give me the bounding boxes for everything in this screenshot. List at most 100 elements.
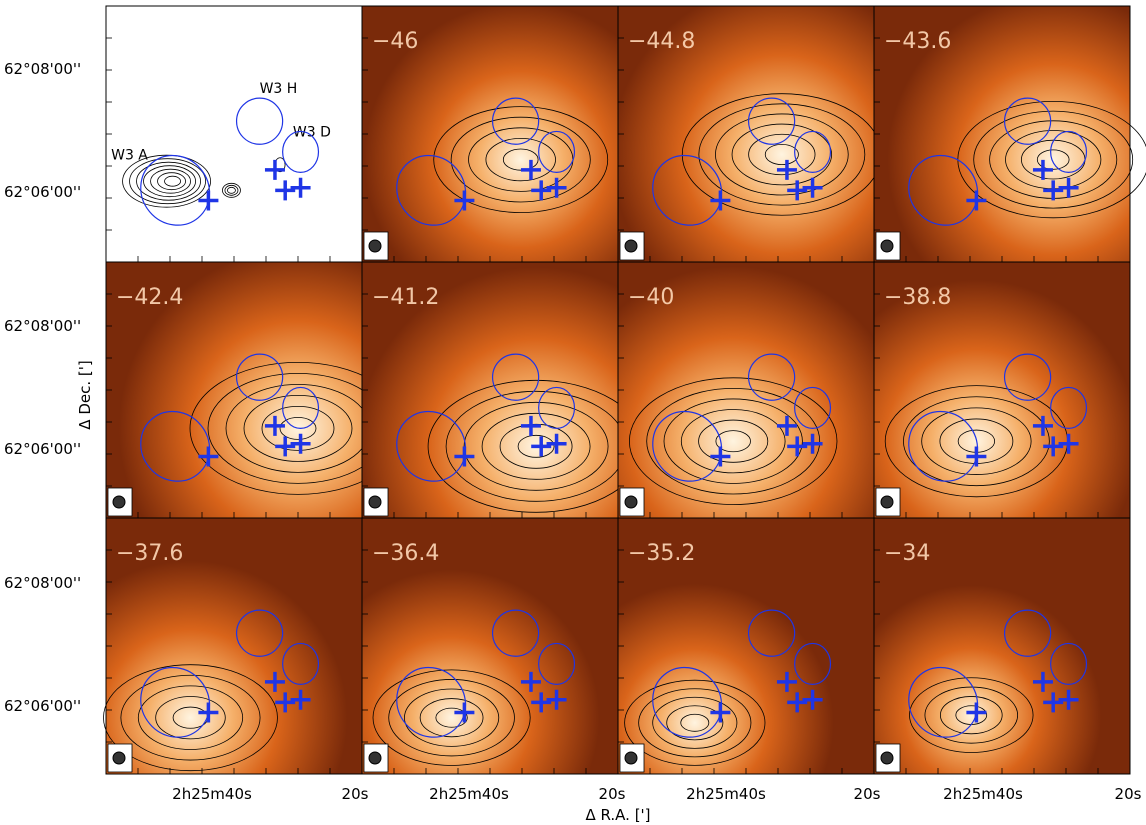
source-marker	[531, 180, 552, 201]
contour-line	[624, 679, 766, 766]
source-marker	[454, 190, 475, 211]
contour-line	[224, 184, 239, 196]
region-ellipse	[396, 666, 467, 738]
contour-line	[157, 172, 186, 191]
region-ellipse	[140, 410, 211, 482]
channel-panel: −37.6	[103, 517, 363, 775]
x-tick-label: 2h25m40s	[943, 785, 1023, 803]
x-tick-label: 2h25m40s	[172, 785, 252, 803]
y-axis-title: Δ Dec. [']	[76, 360, 94, 429]
region-ellipse	[538, 130, 576, 174]
source-marker	[1032, 671, 1053, 692]
source-marker	[710, 702, 731, 723]
source-marker	[198, 446, 219, 467]
region-ellipse	[140, 666, 211, 738]
x-tick-label: 20s	[599, 785, 626, 803]
beam-icon	[368, 495, 382, 509]
region-ellipse	[235, 353, 284, 401]
contour-line	[764, 143, 799, 166]
source-marker	[1043, 180, 1064, 201]
contour-line	[433, 106, 609, 214]
region-ellipse	[282, 642, 320, 686]
region-ellipse	[794, 386, 832, 430]
source-marker	[546, 689, 567, 710]
y-tick-label: 62°08'00''	[4, 60, 81, 78]
y-tick-label: 62°08'00''	[4, 317, 81, 335]
contour-line	[137, 685, 244, 750]
emission-map	[105, 517, 363, 775]
contour-line	[164, 175, 181, 187]
source-marker	[802, 433, 823, 454]
velocity-label: −44.8	[628, 29, 695, 54]
contour-line	[227, 186, 236, 194]
region-ellipse	[396, 410, 467, 482]
contour-line	[903, 396, 1050, 487]
x-tick-label: 2h25m40s	[686, 785, 766, 803]
source-marker	[787, 180, 808, 201]
contour-line	[973, 110, 1134, 209]
source-marker	[966, 702, 987, 723]
contour-line	[909, 677, 1034, 753]
source-marker	[546, 433, 567, 454]
region-ellipse	[652, 154, 723, 226]
region-label: W3 D	[293, 125, 331, 141]
source-marker	[966, 446, 987, 467]
contour-line	[939, 696, 1003, 735]
emission-map	[873, 261, 1131, 519]
region-ellipse	[396, 154, 467, 226]
region-ellipse	[538, 642, 576, 686]
source-marker	[787, 436, 808, 457]
velocity-label: −41.2	[372, 285, 439, 310]
channel-panel: −35.2	[617, 517, 875, 775]
contour-line	[261, 405, 335, 451]
x-tick-label: 20s	[1115, 785, 1142, 803]
velocity-label: −42.4	[116, 285, 183, 310]
beam-box	[875, 743, 901, 773]
contour-line	[698, 419, 769, 463]
contour-line	[652, 696, 738, 749]
contour-line	[155, 696, 226, 740]
contour-line	[481, 412, 591, 480]
source-marker	[1043, 692, 1064, 713]
beam-box	[107, 487, 133, 517]
region-ellipse	[491, 609, 540, 657]
source-marker	[787, 692, 808, 713]
region-ellipse	[1003, 609, 1052, 657]
region-label: W3 A	[111, 148, 148, 164]
beam-icon	[368, 239, 382, 253]
source-marker	[264, 415, 285, 436]
x-tick-label: 20s	[854, 785, 881, 803]
contour-line	[143, 165, 196, 198]
source-marker	[710, 446, 731, 467]
contour-line	[680, 409, 786, 474]
source-marker	[520, 671, 541, 692]
beam-icon	[368, 751, 382, 765]
contour-line	[150, 168, 191, 194]
region-ellipse	[794, 130, 832, 174]
contour-line	[646, 387, 821, 495]
velocity-label: −37.6	[116, 541, 183, 566]
region-ellipse	[747, 353, 796, 401]
source-marker	[290, 433, 311, 454]
region-ellipse	[1050, 130, 1088, 174]
contour-line	[279, 416, 317, 440]
source-marker	[1043, 436, 1064, 457]
emission-map	[361, 261, 619, 519]
contour-line	[502, 148, 539, 171]
contour-line	[129, 158, 206, 205]
emission-map	[617, 517, 875, 775]
emission-map	[873, 5, 1131, 263]
x-tick-label: 20s	[342, 785, 369, 803]
source-marker	[275, 436, 296, 457]
source-marker	[546, 177, 567, 198]
region-ellipse	[491, 353, 540, 401]
y-tick-label: 62°08'00''	[4, 574, 81, 592]
region-ellipse	[1003, 97, 1052, 145]
contour-line	[122, 154, 211, 208]
region-ellipse	[908, 154, 979, 226]
contour-line	[698, 103, 866, 206]
contour-line	[485, 138, 556, 182]
contour-line	[629, 377, 838, 506]
overview-panel: W3 A W3 H W3 D	[105, 5, 363, 263]
velocity-label: −46	[372, 29, 418, 54]
